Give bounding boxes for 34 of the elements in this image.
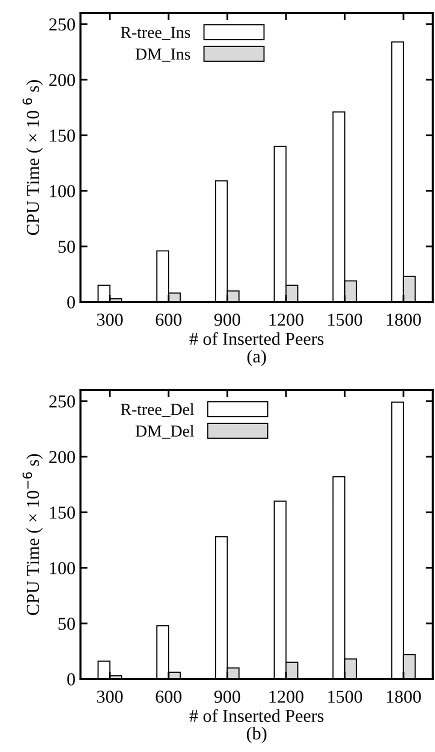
y-tick-label: 200: [49, 450, 75, 464]
y-axis-title: CPU Time ( × 10$^{−6}$ s): [22, 454, 43, 616]
y-tick-label: 250: [49, 18, 75, 31]
x-tick-label: 1800: [386, 690, 421, 703]
y-tick-label: 150: [50, 130, 75, 142]
x-tick-label: 600: [156, 314, 182, 326]
text: (b): [246, 726, 266, 744]
x-tick-label: 300: [97, 690, 123, 703]
y-tick-label: 50: [58, 618, 75, 630]
x-tick-label: 1200: [270, 690, 304, 703]
y-tick-label: 150: [50, 506, 75, 519]
legend-label: DM_Ins: [136, 48, 190, 62]
x-tick-label: 1500: [328, 314, 362, 326]
x-tick-label: 900: [214, 690, 240, 703]
x-tick-label: 900: [214, 314, 240, 326]
y-tick-label: 50: [58, 240, 75, 253]
x-tick-label: 1500: [328, 690, 362, 703]
y-axis-title: CPU Time ( × 10 $^{6}$ s): [22, 80, 43, 235]
y-tick-label: 250: [49, 395, 75, 408]
x-axis-title: # of Inserted Peers: [190, 332, 324, 345]
legend-label: R-tree_Del: [120, 403, 194, 417]
legend-label: R-tree_Ins: [120, 26, 190, 40]
y-tick-label: 100: [50, 185, 75, 198]
y-tick-label: 0: [67, 673, 75, 686]
x-axis-title: # of Inserted Peers: [190, 709, 324, 722]
x-tick-label: 600: [156, 690, 182, 703]
y-tick-label: 100: [50, 562, 75, 574]
text: (a): [247, 350, 266, 366]
y-tick-label: 200: [49, 74, 75, 86]
legend-label: DM_Del: [136, 424, 194, 439]
x-tick-label: 1200: [270, 314, 304, 326]
x-tick-label: 300: [97, 314, 123, 326]
y-tick-label: 0: [67, 296, 75, 308]
x-tick-label: 1800: [386, 314, 421, 326]
